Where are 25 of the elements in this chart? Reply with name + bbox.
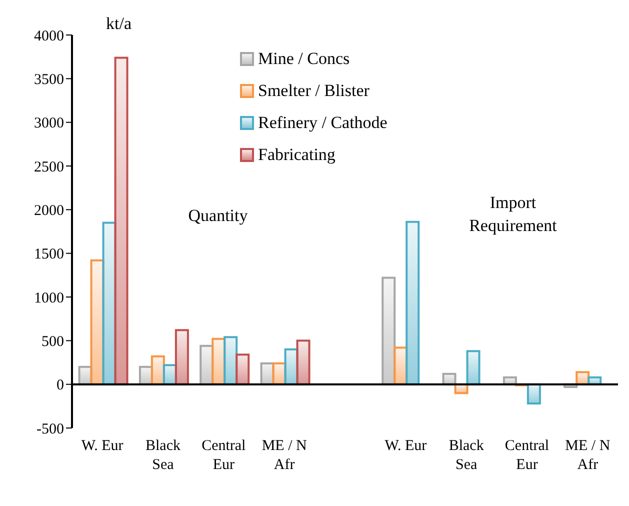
annotation: Quantity: [187, 205, 249, 227]
y-tick-label: 2000: [34, 202, 64, 219]
x-tick-label: Central Eur: [202, 438, 246, 473]
y-tick-label: 3000: [34, 116, 64, 132]
y-tick-label: -500: [36, 421, 64, 438]
x-tick-label: Black Sea: [146, 438, 181, 473]
x-tick-label: Black Sea: [448, 438, 484, 473]
x-tick-label: ME / N Afr: [565, 438, 610, 473]
legend-label: Smelter / Blister: [258, 81, 370, 101]
y-tick-label: 4000: [34, 28, 64, 44]
y-tick-label: 3500: [34, 72, 64, 88]
y-tick-label: 1000: [34, 290, 64, 306]
x-tick-label: W. Eur: [384, 438, 427, 454]
legend-label: Refinery / Cathode: [258, 113, 388, 133]
legend-label: Mine / Concs: [258, 49, 350, 69]
y-tick-label: 0: [56, 378, 64, 394]
legend-label: Fabricating: [258, 145, 336, 165]
x-tick-label: Central Eur: [504, 438, 550, 473]
y-tick-label: 2500: [34, 159, 64, 176]
annotation: Import Requirement: [468, 192, 558, 237]
y-tick-label: 1500: [34, 246, 64, 263]
x-tick-label: W. Eur: [81, 438, 124, 454]
y-tick-label: 500: [42, 334, 64, 350]
x-tick-label: ME / N Afr: [262, 438, 307, 473]
y-axis-title: kt/a: [106, 14, 132, 34]
